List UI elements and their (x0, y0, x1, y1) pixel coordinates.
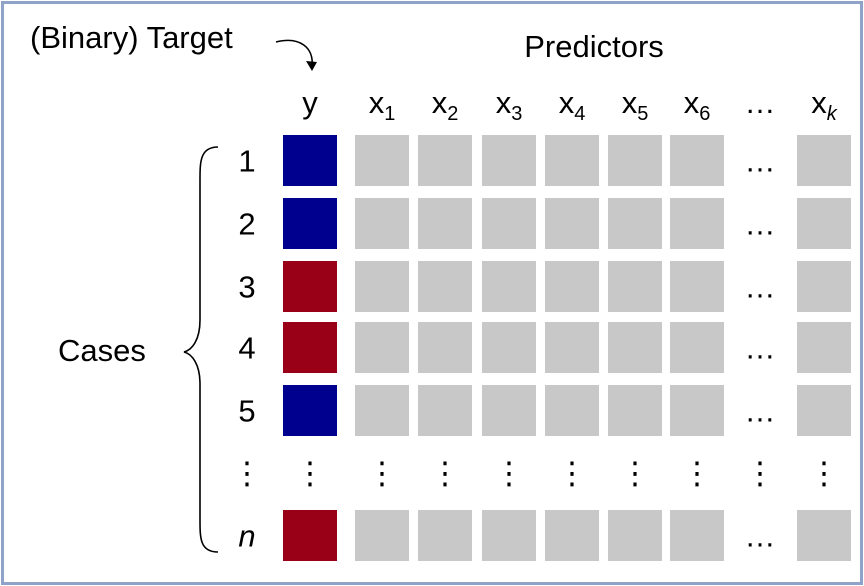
predictor-cell (670, 322, 724, 373)
case-number: 4 (238, 331, 255, 366)
case-number: 3 (238, 270, 255, 305)
cases-label: Cases (58, 333, 146, 368)
predictor-cell (545, 198, 599, 249)
predictor-cell (355, 135, 409, 186)
cases-brace (183, 146, 219, 553)
predictor-column-headers: x1 x2 x3 x4 x5 x6 … xk (369, 85, 838, 125)
vertical-ellipsis: ⋮ (620, 456, 651, 491)
predictor-cell (545, 322, 599, 373)
case-row-1: 1… (238, 135, 851, 186)
predictor-header-k: xk (811, 85, 838, 125)
predictor-header-2: x2 (432, 85, 459, 125)
predictor-cell (797, 198, 851, 249)
target-cell-blue (283, 135, 337, 186)
predictor-header-1: x1 (369, 85, 396, 125)
predictor-cell (482, 261, 536, 312)
row-ellipsis: … (745, 331, 776, 366)
predictor-cell (608, 261, 662, 312)
row-ellipsis: … (745, 207, 776, 242)
case-row-3: 3… (238, 261, 851, 312)
vertical-ellipsis: ⋮ (295, 456, 326, 491)
predictor-cell (797, 510, 851, 561)
target-cell-red (283, 322, 337, 373)
vertical-ellipsis: ⋮ (367, 456, 398, 491)
target-column-header: y (302, 85, 318, 120)
predictor-cell (482, 135, 536, 186)
case-number: 1 (238, 144, 255, 179)
predictor-header-5: x5 (622, 85, 649, 125)
vertical-ellipsis: ⋮ (557, 456, 588, 491)
case-row-n: n… (238, 510, 851, 561)
predictor-cell (418, 510, 472, 561)
target-cell-red (283, 261, 337, 312)
predictor-cell (797, 135, 851, 186)
case-row-⋮: ⋮ ⋮ ⋮ ⋮ ⋮ ⋮ ⋮ ⋮ ⋮ ⋮ (232, 456, 840, 491)
case-row-4: 4… (238, 322, 851, 373)
predictor-cell (608, 198, 662, 249)
target-cell-blue (283, 198, 337, 249)
predictor-cell (670, 510, 724, 561)
predictor-cell (355, 322, 409, 373)
case-number: n (238, 519, 255, 554)
target-pointer-arrowhead (306, 61, 317, 71)
predictor-cell (482, 510, 536, 561)
vertical-ellipsis: ⋮ (494, 456, 525, 491)
vertical-ellipsis: ⋮ (682, 456, 713, 491)
predictor-cell (545, 510, 599, 561)
case-number: ⋮ (232, 456, 263, 491)
predictor-cell (670, 198, 724, 249)
case-number: 2 (238, 207, 255, 242)
predictor-cell (670, 135, 724, 186)
predictor-cell (482, 385, 536, 436)
predictor-cell (482, 322, 536, 373)
predictor-cell (670, 385, 724, 436)
target-cell-blue (283, 385, 337, 436)
predictor-cell (418, 385, 472, 436)
predictor-cell (482, 198, 536, 249)
predictor-cell (608, 385, 662, 436)
predictor-header-4: x4 (559, 85, 586, 125)
predictors-heading: Predictors (524, 29, 664, 64)
predictor-cell (797, 322, 851, 373)
predictor-cell (355, 261, 409, 312)
predictor-cell (545, 385, 599, 436)
predictor-header-3: x3 (496, 85, 523, 125)
predictor-header-ellipsis: … (745, 85, 776, 120)
predictor-cell (797, 385, 851, 436)
case-rows: 1 …2 …3 …4 …5 …⋮ ⋮ ⋮ ⋮ ⋮ ⋮ ⋮ ⋮ ⋮ ⋮n… (232, 135, 851, 561)
case-row-2: 2… (238, 198, 851, 249)
case-number: 5 (238, 394, 255, 429)
predictor-cell (545, 135, 599, 186)
case-row-5: 5… (238, 385, 851, 436)
row-ellipsis: … (745, 270, 776, 305)
vertical-ellipsis: ⋮ (745, 456, 776, 491)
predictor-header-6: x6 (684, 85, 711, 125)
predictor-cell (418, 322, 472, 373)
predictor-cell (418, 135, 472, 186)
predictor-cell (670, 261, 724, 312)
predictor-cell (418, 261, 472, 312)
vertical-ellipsis: ⋮ (430, 456, 461, 491)
predictor-cell (355, 198, 409, 249)
target-cell-red (283, 510, 337, 561)
row-ellipsis: … (745, 394, 776, 429)
predictor-cell (608, 510, 662, 561)
row-ellipsis: … (745, 519, 776, 554)
predictor-cell (418, 198, 472, 249)
predictor-cell (545, 261, 599, 312)
predictor-cell (797, 261, 851, 312)
predictor-cell (608, 322, 662, 373)
predictor-cell (355, 510, 409, 561)
binary-target-label: (Binary) Target (30, 20, 233, 55)
row-ellipsis: … (745, 144, 776, 179)
vertical-ellipsis: ⋮ (809, 456, 840, 491)
predictor-cell (355, 385, 409, 436)
predictor-cell (608, 135, 662, 186)
